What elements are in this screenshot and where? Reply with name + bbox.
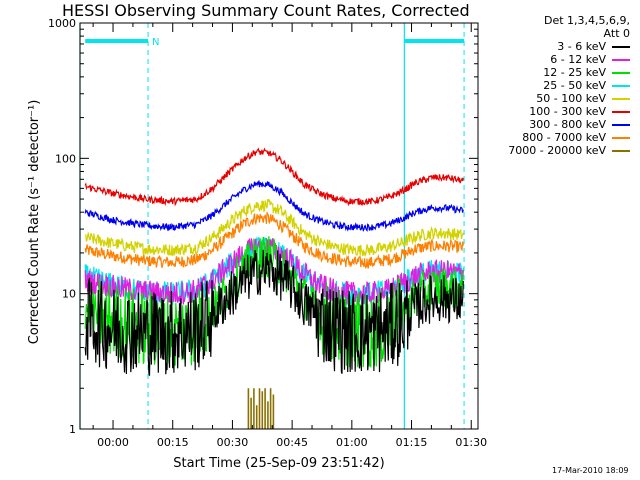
legend-swatch <box>612 59 630 61</box>
legend-header: Att 0 <box>603 27 630 40</box>
legend-swatch <box>612 111 630 113</box>
legend-label: 6 - 12 keV <box>550 53 606 66</box>
x-tick-label: 00:45 <box>276 436 308 449</box>
legend-label: 25 - 50 keV <box>543 79 606 92</box>
legend-swatch <box>612 137 630 139</box>
legend-entry: 3 - 6 keV <box>484 40 630 53</box>
series-line <box>85 198 464 257</box>
chart-title: HESSI Observing Summary Count Rates, Cor… <box>62 1 470 20</box>
x-tick-label: 00:15 <box>157 436 189 449</box>
x-tick-label: 00:00 <box>97 436 129 449</box>
legend-label: 12 - 25 keV <box>543 66 606 79</box>
legend-label: 100 - 300 keV <box>529 105 606 118</box>
legend-entry: 800 - 7000 keV <box>484 131 630 144</box>
series-line <box>84 147 464 207</box>
timestamp: 17-Mar-2010 18:09 <box>552 466 629 475</box>
x-tick-label: 01:00 <box>336 436 368 449</box>
legend-entry: 7000 - 20000 keV <box>484 144 630 157</box>
legend-label: 3 - 6 keV <box>557 40 606 53</box>
legend-entry: 25 - 50 keV <box>484 79 630 92</box>
legend-swatch <box>612 124 630 126</box>
plot-frame <box>79 22 479 430</box>
legend-label: 7000 - 20000 keV <box>508 144 606 157</box>
legend-entry: 6 - 12 keV <box>484 53 630 66</box>
legend-entry: 100 - 300 keV <box>484 105 630 118</box>
y-tick-label: 10 <box>62 288 76 301</box>
series-line <box>84 212 464 270</box>
y-tick-label: 100 <box>55 152 76 165</box>
legend-entry: 300 - 800 keV <box>484 118 630 131</box>
series-spikes <box>247 388 275 429</box>
series-line <box>84 180 464 232</box>
legend-swatch <box>612 72 630 74</box>
x-axis-label: Start Time (25-Sep-09 23:51:42) <box>173 456 384 471</box>
legend-swatch <box>612 85 630 87</box>
night-annotation: N <box>152 37 159 48</box>
y-tick-label: 1 <box>69 423 76 436</box>
y-tick-label: 1000 <box>48 17 76 30</box>
x-tick-label: 01:15 <box>396 436 428 449</box>
x-tick-label: 01:30 <box>455 436 487 449</box>
legend-entry: 50 - 100 keV <box>484 92 630 105</box>
legend-swatch <box>612 98 630 100</box>
series-line <box>84 249 464 376</box>
legend-entry: 12 - 25 keV <box>484 66 630 79</box>
y-axis-label: Corrected Count Rate (s⁻¹ detector⁻¹) <box>27 100 42 345</box>
legend-label: 300 - 800 keV <box>529 118 606 131</box>
legend-header: Det 1,3,4,5,6,9, <box>543 14 630 27</box>
legend-swatch <box>612 150 630 152</box>
x-tick-label: 00:30 <box>217 436 249 449</box>
legend-swatch <box>612 46 630 48</box>
legend-label: 50 - 100 keV <box>536 92 606 105</box>
legend-label: 800 - 7000 keV <box>522 131 606 144</box>
